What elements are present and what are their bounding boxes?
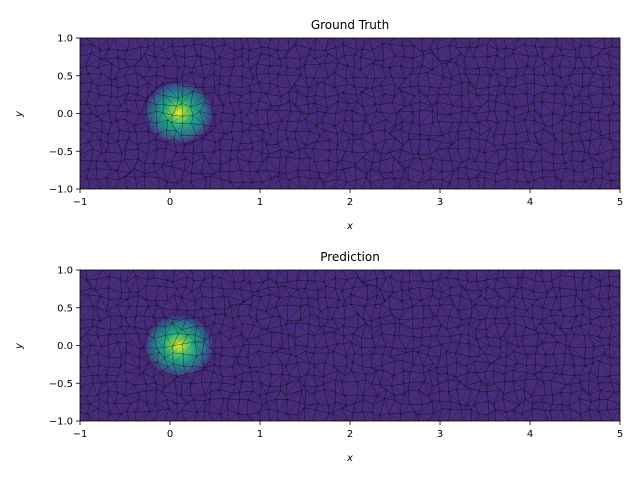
- x-tick-label: 3: [437, 429, 443, 440]
- x-tick-label: 4: [527, 429, 533, 440]
- y-tick-label: −1.0: [49, 417, 73, 428]
- subplot-ground-truth: Ground Truth −1 0 1 2 3 4 5 1.00.50.0−0.5−1.0 …: [14, 18, 623, 232]
- x-tick-label: −1: [73, 429, 88, 440]
- x-tick-label: 3: [437, 197, 443, 208]
- y-tick-label: 0.0: [57, 341, 73, 352]
- x-tick-label: 5: [617, 429, 623, 440]
- y-ticks: 1.0 0.5 0.0 −0.5 −1.0: [49, 34, 80, 196]
- mesh-edges: [80, 38, 620, 189]
- y-ticks: 1.0 0.5 0.0 −0.5 −1.0: [49, 266, 80, 428]
- subplot-prediction: Prediction −1 0 1 2 3 4 5 1.00.50.0−0.5−1.0 x …: [14, 250, 623, 464]
- x-tick-label: 4: [527, 197, 533, 208]
- mesh-edges: [80, 270, 620, 421]
- y-tick-label: 1.0: [57, 34, 73, 45]
- x-ticks: −1 0 1 2 3 4 5: [73, 421, 623, 440]
- field-peak: [141, 312, 217, 380]
- x-tick-label: 0: [167, 197, 173, 208]
- x-tick-label: 2: [347, 429, 353, 440]
- field-peak: [141, 79, 217, 147]
- x-tick-label: 1: [257, 429, 263, 440]
- subplot-title: Prediction: [320, 250, 380, 264]
- mesh-lines: [80, 270, 620, 421]
- x-tick-label: 1: [257, 197, 263, 208]
- x-axis-label: x: [346, 221, 353, 232]
- y-axis-label: y: [14, 342, 25, 350]
- y-tick-label: −0.5: [49, 147, 73, 158]
- y-tick-label: 0.0: [57, 109, 73, 120]
- y-tick-label: −0.5: [49, 379, 73, 390]
- x-tick-label: 2: [347, 197, 353, 208]
- y-axis-label: y: [14, 110, 25, 118]
- x-tick-label: 5: [617, 197, 623, 208]
- y-tick-label: 1.0: [57, 266, 73, 277]
- y-tick-label: 0.5: [57, 303, 73, 314]
- subplot-title: Ground Truth: [311, 18, 389, 32]
- x-tick-label: 0: [167, 429, 173, 440]
- x-ticks: −1 0 1 2 3 4 5: [73, 189, 623, 208]
- x-tick-label: −1: [73, 197, 88, 208]
- y-tick-label: −1.0: [49, 185, 73, 196]
- mesh-lines: [80, 38, 620, 189]
- y-tick-label: 0.5: [57, 71, 73, 82]
- x-axis-label: x: [346, 453, 353, 464]
